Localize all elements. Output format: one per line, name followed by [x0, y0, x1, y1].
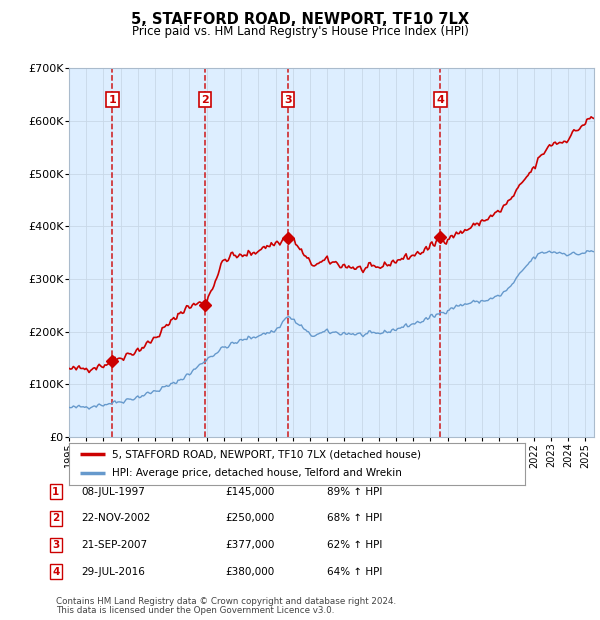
Text: 22-NOV-2002: 22-NOV-2002: [81, 513, 151, 523]
Text: HPI: Average price, detached house, Telford and Wrekin: HPI: Average price, detached house, Telf…: [112, 469, 402, 479]
Text: This data is licensed under the Open Government Licence v3.0.: This data is licensed under the Open Gov…: [56, 606, 334, 615]
Text: £145,000: £145,000: [225, 487, 274, 497]
Text: 4: 4: [52, 567, 59, 577]
Text: 3: 3: [52, 540, 59, 550]
Text: Price paid vs. HM Land Registry's House Price Index (HPI): Price paid vs. HM Land Registry's House …: [131, 25, 469, 37]
Text: 5, STAFFORD ROAD, NEWPORT, TF10 7LX: 5, STAFFORD ROAD, NEWPORT, TF10 7LX: [131, 12, 469, 27]
Text: 2: 2: [201, 95, 209, 105]
Text: Contains HM Land Registry data © Crown copyright and database right 2024.: Contains HM Land Registry data © Crown c…: [56, 597, 396, 606]
Text: 62% ↑ HPI: 62% ↑ HPI: [327, 540, 382, 550]
Text: 29-JUL-2016: 29-JUL-2016: [81, 567, 145, 577]
Text: 3: 3: [284, 95, 292, 105]
Text: 21-SEP-2007: 21-SEP-2007: [81, 540, 147, 550]
Text: 2: 2: [52, 513, 59, 523]
Text: £377,000: £377,000: [225, 540, 274, 550]
Text: 1: 1: [52, 487, 59, 497]
Text: 89% ↑ HPI: 89% ↑ HPI: [327, 487, 382, 497]
Text: 68% ↑ HPI: 68% ↑ HPI: [327, 513, 382, 523]
Text: 5, STAFFORD ROAD, NEWPORT, TF10 7LX (detached house): 5, STAFFORD ROAD, NEWPORT, TF10 7LX (det…: [112, 449, 421, 459]
Text: 08-JUL-1997: 08-JUL-1997: [81, 487, 145, 497]
Text: 64% ↑ HPI: 64% ↑ HPI: [327, 567, 382, 577]
Text: £380,000: £380,000: [225, 567, 274, 577]
Text: 1: 1: [109, 95, 116, 105]
Text: 4: 4: [436, 95, 444, 105]
Text: £250,000: £250,000: [225, 513, 274, 523]
